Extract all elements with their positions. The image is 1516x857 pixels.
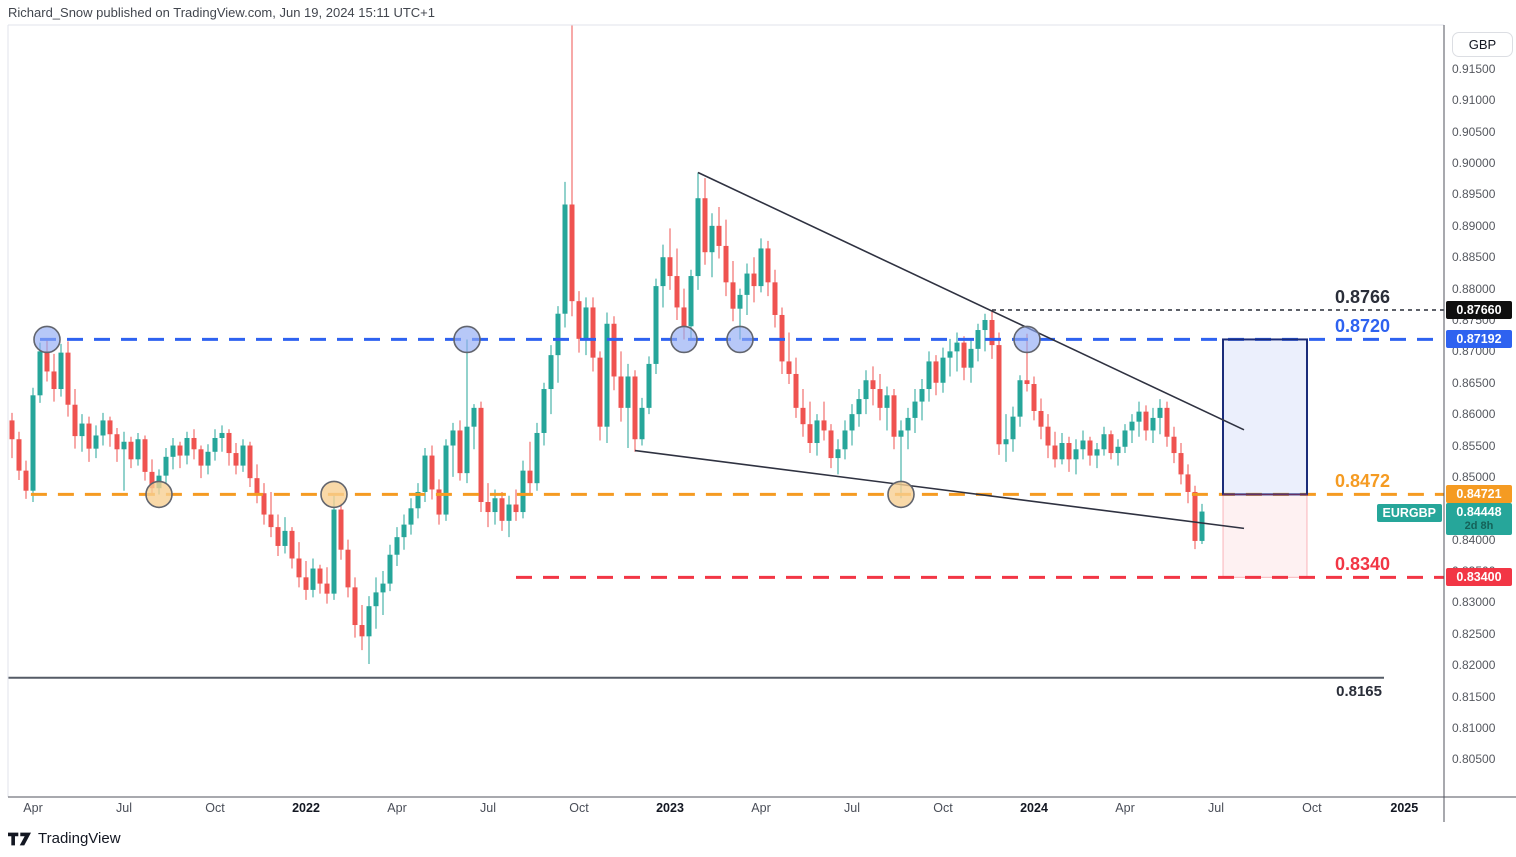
time-tick-2025: 2025 xyxy=(1390,801,1419,815)
blue-circle-marker[interactable] xyxy=(453,325,481,354)
price-tick-0.84000: 0.84000 xyxy=(1452,532,1496,547)
time-tick-2023: 2023 xyxy=(656,801,684,815)
orange-circle-marker[interactable] xyxy=(320,480,348,509)
tradingview-logo-text: TradingView xyxy=(38,830,121,847)
price-tick-0.82500: 0.82500 xyxy=(1452,626,1496,641)
price-tick-0.85500: 0.85500 xyxy=(1452,438,1496,453)
blue-circle-marker[interactable] xyxy=(670,325,698,354)
level-price-label-0.8472: 0.8472 xyxy=(1334,471,1390,492)
price-badge-0.83400: 0.83400 xyxy=(1446,568,1512,587)
price-tick-0.91000: 0.91000 xyxy=(1452,93,1496,108)
time-tick-Apr: Apr xyxy=(1115,801,1135,815)
price-badge-0.84721: 0.84721 xyxy=(1446,485,1512,504)
level-price-label-0.8720: 0.8720 xyxy=(1334,316,1390,337)
wedge-lower-trendline[interactable] xyxy=(634,449,1245,530)
price-tick-0.83000: 0.83000 xyxy=(1452,595,1496,610)
price-tick-0.82000: 0.82000 xyxy=(1452,658,1496,673)
price-tick-0.85000: 0.85000 xyxy=(1452,469,1496,484)
time-tick-Jul: Jul xyxy=(1208,801,1224,815)
price-tick-0.90500: 0.90500 xyxy=(1452,124,1496,139)
price-tick-0.89000: 0.89000 xyxy=(1452,218,1496,233)
tradingview-logo-icon xyxy=(8,832,31,845)
price-tick-0.86500: 0.86500 xyxy=(1452,375,1496,390)
time-tick-Jul: Jul xyxy=(480,801,496,815)
time-tick-Oct: Oct xyxy=(569,801,589,815)
price-tick-0.80500: 0.80500 xyxy=(1452,752,1496,767)
time-tick-Oct: Oct xyxy=(933,801,953,815)
price-tick-0.89500: 0.89500 xyxy=(1452,187,1496,202)
price-tick-0.81500: 0.81500 xyxy=(1452,689,1496,704)
price-badge-0.87660: 0.87660 xyxy=(1446,300,1512,319)
time-tick-Jul: Jul xyxy=(844,801,860,815)
price-badge-0.84448: 0.84448 2d 8h xyxy=(1446,502,1512,535)
time-tick-2022: 2022 xyxy=(292,801,320,815)
time-tick-2024: 2024 xyxy=(1020,801,1048,815)
ray-price-label-0-8165: 0.8165 xyxy=(1336,682,1382,700)
time-tick-Apr: Apr xyxy=(23,801,43,815)
time-tick-Oct: Oct xyxy=(1302,801,1322,815)
blue-circle-marker[interactable] xyxy=(726,325,754,354)
price-tick-0.90000: 0.90000 xyxy=(1452,156,1496,171)
bullish-projection-box[interactable] xyxy=(1222,338,1308,496)
time-tick-Apr: Apr xyxy=(387,801,407,815)
time-tick-Oct: Oct xyxy=(205,801,225,815)
wedge-upper-trendline[interactable] xyxy=(697,171,1245,431)
price-tick-0.91500: 0.91500 xyxy=(1452,61,1496,76)
orange-circle-marker[interactable] xyxy=(887,480,915,509)
blue-circle-marker[interactable] xyxy=(33,325,61,354)
attribution-text: Richard_Snow published on TradingView.co… xyxy=(8,5,435,20)
currency-toggle-gbp[interactable]: GBP xyxy=(1452,32,1513,57)
bearish-projection-box[interactable] xyxy=(1222,493,1308,578)
price-tick-0.86000: 0.86000 xyxy=(1452,407,1496,422)
level-price-label-0.8340: 0.8340 xyxy=(1334,554,1390,575)
tradingview-branding[interactable]: TradingView xyxy=(8,830,121,847)
candle-countdown: 2d 8h xyxy=(1464,519,1494,532)
level-price-label-0.8766: 0.8766 xyxy=(1334,286,1390,307)
time-tick-Apr: Apr xyxy=(751,801,771,815)
time-tick-Jul: Jul xyxy=(116,801,132,815)
orange-circle-marker[interactable] xyxy=(145,480,173,509)
blue-circle-marker[interactable] xyxy=(1013,325,1041,354)
symbol-label-badge: EURGBP xyxy=(1376,503,1442,522)
price-tick-0.88000: 0.88000 xyxy=(1452,281,1496,296)
candlesticks xyxy=(9,25,1205,664)
price-tick-0.88500: 0.88500 xyxy=(1452,250,1496,265)
price-tick-0.81000: 0.81000 xyxy=(1452,720,1496,735)
price-badge-0.87192: 0.87192 xyxy=(1446,330,1512,349)
